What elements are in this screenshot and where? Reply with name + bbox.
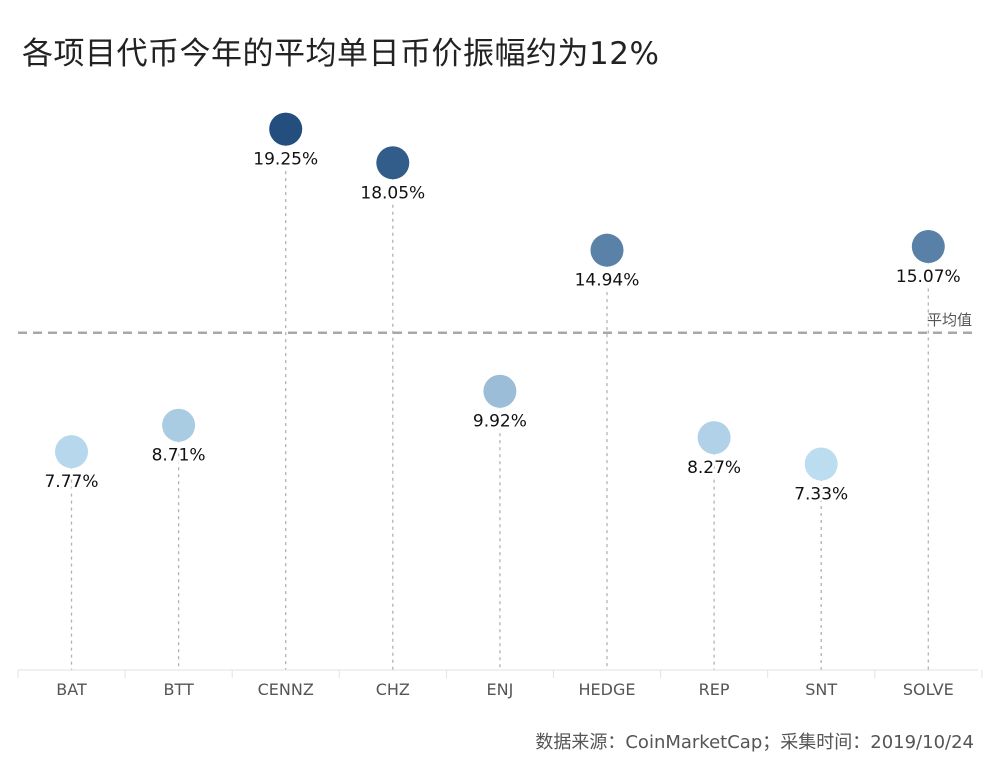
category-label-bat: BAT <box>56 680 87 699</box>
source-note: 数据来源：CoinMarketCap；采集时间：2019/10/24 <box>535 732 974 753</box>
chart-title: 各项目代币今年的平均单日币价振幅约为12% <box>22 36 660 72</box>
dot-enj <box>483 374 517 408</box>
value-label-solve: 15.07% <box>896 267 961 287</box>
value-label-cennz: 19.25% <box>253 150 318 170</box>
category-label-rep: REP <box>699 680 730 699</box>
category-label-solve: SOLVE <box>903 680 954 699</box>
dot-rep <box>697 421 731 455</box>
average-label: 平均值 <box>927 311 972 329</box>
value-label-rep: 8.27% <box>687 458 741 478</box>
value-label-hedge: 14.94% <box>575 271 640 291</box>
value-label-btt: 8.71% <box>152 446 206 466</box>
stems-layer <box>70 129 929 670</box>
category-labels-layer: BAT BTT CENNZ CHZ ENJ HEDGE REP SNT SOLVE <box>56 680 954 699</box>
dot-chz <box>376 146 410 180</box>
category-label-btt: BTT <box>163 680 193 699</box>
dot-snt <box>804 447 838 481</box>
value-labels-layer: 7.77% 8.71% 19.25% 18.05% 9.92% 14.94% 8.27% 7.… <box>42 147 963 507</box>
dot-btt <box>162 408 196 442</box>
dots-layer <box>55 112 945 481</box>
dot-solve <box>911 230 945 264</box>
value-label-snt: 7.33% <box>794 485 848 505</box>
x-axis-ticks <box>17 670 983 678</box>
category-label-snt: SNT <box>805 680 837 699</box>
dot-hedge <box>590 233 624 267</box>
category-label-cennz: CENNZ <box>258 680 314 699</box>
category-label-enj: ENJ <box>487 680 514 699</box>
value-label-bat: 7.77% <box>44 472 98 492</box>
dot-cennz <box>269 112 303 146</box>
category-label-hedge: HEDGE <box>579 680 636 699</box>
category-label-chz: CHZ <box>376 680 410 699</box>
value-label-enj: 9.92% <box>473 412 527 432</box>
dot-bat <box>55 435 88 469</box>
value-label-chz: 18.05% <box>360 183 425 203</box>
